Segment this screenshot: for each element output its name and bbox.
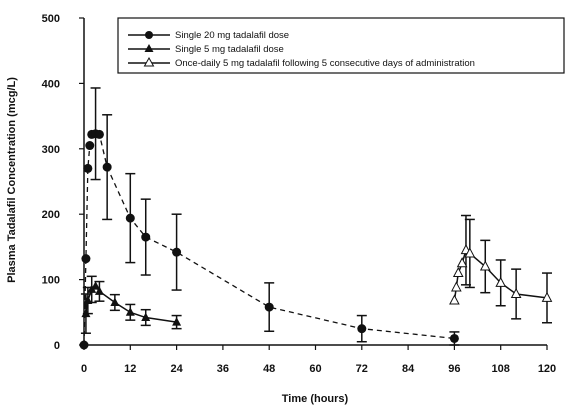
data-point-20mg xyxy=(81,254,91,264)
series-20mg xyxy=(79,87,460,350)
x-tick-label: 120 xyxy=(538,363,556,375)
legend-swatch-marker-20mg xyxy=(145,31,153,39)
data-point-5mg xyxy=(91,281,101,290)
axes: 0 12 24 36 48 60 72 84 96 108 120 0 100 200 300 400 500 xyxy=(42,13,557,375)
data-point-5mg xyxy=(81,308,91,318)
data-point-once-daily xyxy=(452,266,464,278)
series-once-daily xyxy=(449,214,553,324)
series-5mg xyxy=(80,275,182,334)
x-tick-label: 12 xyxy=(124,363,136,375)
x-tick-label: 72 xyxy=(356,363,368,375)
data-point-once-daily xyxy=(495,276,507,287)
x-tick-label: 84 xyxy=(402,363,415,375)
x-tick-label: 48 xyxy=(263,363,275,375)
series-layer xyxy=(79,87,553,350)
legend-label-5mg: Single 5 mg tadalafil dose xyxy=(175,44,284,55)
legend: Single 20 mg tadalafil dose Single 5 mg … xyxy=(117,17,565,74)
legend-label-once-daily: Once-daily 5 mg tadalafil following 5 co… xyxy=(175,58,475,69)
y-tick-label: 300 xyxy=(42,144,60,156)
data-point-once-daily xyxy=(449,294,460,305)
x-tick-label: 24 xyxy=(170,363,183,375)
data-point-20mg xyxy=(102,162,112,172)
data-point-once-daily xyxy=(541,291,553,302)
data-point-20mg xyxy=(172,247,182,257)
data-point-20mg xyxy=(125,213,135,223)
legend-label-20mg: Single 20 mg tadalafil dose xyxy=(175,30,289,41)
data-point-5mg xyxy=(141,312,151,322)
data-point-20mg xyxy=(264,302,274,312)
data-point-20mg xyxy=(94,129,104,139)
y-tick-label: 100 xyxy=(42,275,60,287)
data-point-5mg xyxy=(94,286,104,295)
data-point-5mg xyxy=(110,297,120,306)
data-point-once-daily xyxy=(464,247,476,258)
x-axis-title: Time (hours) xyxy=(282,393,349,405)
data-point-20mg xyxy=(83,163,93,173)
y-tick-label: 200 xyxy=(42,209,60,221)
legend-swatch-marker-5mg xyxy=(144,44,154,52)
data-point-20mg xyxy=(79,340,89,350)
data-point-once-daily xyxy=(479,260,491,271)
x-tick-label: 96 xyxy=(448,363,460,375)
data-point-once-daily xyxy=(456,257,468,268)
data-point-5mg xyxy=(172,317,182,326)
data-point-5mg xyxy=(125,307,135,316)
data-point-5mg xyxy=(83,295,93,305)
y-axis-title: Plasma Tadalafil Concentration (mcg/L) xyxy=(6,77,18,283)
data-point-20mg xyxy=(357,324,367,334)
data-point-20mg xyxy=(449,333,459,343)
x-tick-label: 108 xyxy=(492,363,510,375)
y-tick-label: 400 xyxy=(42,78,60,90)
data-point-once-daily xyxy=(450,281,462,292)
legend-box xyxy=(117,17,565,74)
x-tick-label: 36 xyxy=(217,363,229,375)
x-tick-label: 60 xyxy=(309,363,321,375)
data-point-20mg xyxy=(85,141,95,151)
x-tick-label: 0 xyxy=(81,363,87,375)
legend-swatch-marker-once-daily xyxy=(143,56,155,67)
data-point-once-daily xyxy=(510,287,522,298)
y-tick-label: 0 xyxy=(54,340,60,352)
data-point-20mg xyxy=(141,232,151,242)
y-tick-label: 500 xyxy=(42,13,60,25)
